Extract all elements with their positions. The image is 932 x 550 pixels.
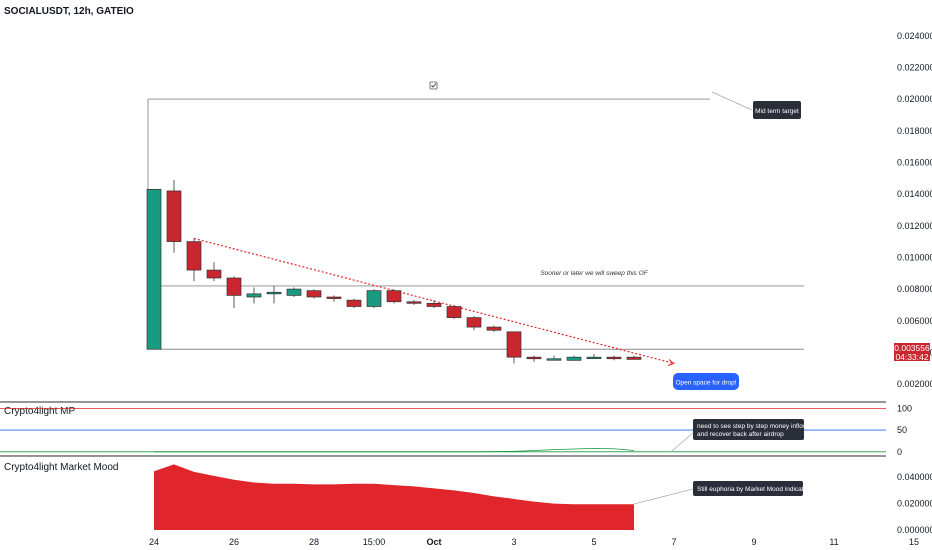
candle-body <box>546 358 562 361</box>
mp-series-line <box>154 447 635 453</box>
sweep-level-label: Sooner or later we will sweep this OF <box>540 270 648 277</box>
time-axis[interactable]: 24 26 28 15:00 Oct 3 5 7 9 11 15 <box>149 537 919 547</box>
callout-connector <box>711 91 753 111</box>
mid-term-note-text: Mid term target <box>755 108 799 115</box>
candle-body <box>446 306 462 318</box>
mp-tick-label: 0 <box>897 447 902 457</box>
candle-body <box>466 317 482 328</box>
price-tick-label: 0.008000 <box>897 284 932 294</box>
price-axis[interactable]: 0.024000 0.022000 0.020000 0.018000 0.016000… <box>897 31 932 389</box>
mood-tick-label: 0.040000 <box>897 472 932 482</box>
price-tick-label: 0.002000 <box>897 379 932 389</box>
time-tick-label: 7 <box>671 537 676 547</box>
checkbox-icon[interactable] <box>429 81 438 90</box>
candle-body <box>406 301 422 304</box>
last-price-tag[interactable] <box>894 343 930 361</box>
price-tick-label: 0.006000 <box>897 316 932 326</box>
time-tick-label: 5 <box>591 537 596 547</box>
candle-body <box>166 190 182 242</box>
price-tick-label: 0.010000 <box>897 252 932 262</box>
market-mood-note[interactable] <box>693 481 803 496</box>
candle-body <box>186 241 202 271</box>
price-tick-label: 0.014000 <box>897 189 932 199</box>
callout-connector <box>671 431 695 452</box>
mp-tick-label: 100 <box>897 403 912 413</box>
price-tick-label: 0.012000 <box>897 221 932 231</box>
mood-tick-label: 0.000000 <box>897 525 932 535</box>
candle-countdown: 04:33:42 <box>895 352 928 362</box>
candle-body <box>486 326 502 331</box>
candle-body <box>346 299 362 307</box>
price-tick-label: 0.018000 <box>897 126 932 136</box>
candle-body <box>326 296 342 299</box>
open-space-note[interactable] <box>673 373 739 390</box>
price-tick-label: 0.020000 <box>897 94 932 104</box>
open-space-note-text: Open space for drop! <box>675 380 736 387</box>
price-tick-label: 0.016000 <box>897 157 932 167</box>
candle-body <box>506 331 522 358</box>
mp-note-line-1: need to see step by step money inflow <box>697 423 808 430</box>
price-tick-label: 0.022000 <box>897 62 932 72</box>
candle-body <box>226 277 242 296</box>
trend-arrow-head <box>667 359 676 366</box>
candle-body <box>426 302 442 307</box>
candle-body <box>306 290 322 298</box>
indicator-title-mp: Crypto4light MP <box>4 406 75 417</box>
time-tick-label: 15 <box>909 537 919 547</box>
symbol-title: SOCIALUSDT, 12h, GATEIO <box>4 6 134 17</box>
market-mood-indicator: 0.040000 0.020000 0.000000 <box>154 464 932 535</box>
time-tick-label: Oct <box>426 537 441 547</box>
price-tick-label: 0.024000 <box>897 31 932 41</box>
candle-body <box>206 269 222 279</box>
mid-term-note[interactable] <box>753 101 801 119</box>
mood-area <box>154 464 634 530</box>
mp-note[interactable] <box>693 419 804 440</box>
candle-body <box>286 288 302 296</box>
candle-body <box>386 290 402 303</box>
time-tick-label: 28 <box>309 537 319 547</box>
candle-body <box>606 356 622 360</box>
mp-note-line-2: and recover back after airdrop <box>697 431 784 438</box>
indicator-title-market-mood: Crypto4light Market Mood <box>4 462 119 473</box>
candle-body <box>586 356 602 360</box>
time-tick-label: 24 <box>149 537 159 547</box>
time-tick-label: 15:00 <box>363 537 386 547</box>
mp-tick-label: 50 <box>897 425 907 435</box>
candle-body <box>266 291 282 295</box>
candle-body <box>566 356 582 361</box>
time-tick-label: 3 <box>511 537 516 547</box>
mood-tick-label: 0.020000 <box>897 499 932 509</box>
candle-body <box>366 290 382 307</box>
last-price: 0.003556 <box>894 343 930 353</box>
time-tick-label: 11 <box>829 537 838 547</box>
time-tick-label: 26 <box>229 537 239 547</box>
candle-body <box>146 188 162 350</box>
market-mood-note-text: Still euphoria by Market Mood indicator <box>697 486 810 493</box>
candles <box>146 179 642 364</box>
time-tick-label: 9 <box>751 537 756 547</box>
callout-connector <box>633 488 694 505</box>
candle-body <box>246 293 262 298</box>
candle-body <box>526 356 542 360</box>
candle-body <box>626 356 642 360</box>
